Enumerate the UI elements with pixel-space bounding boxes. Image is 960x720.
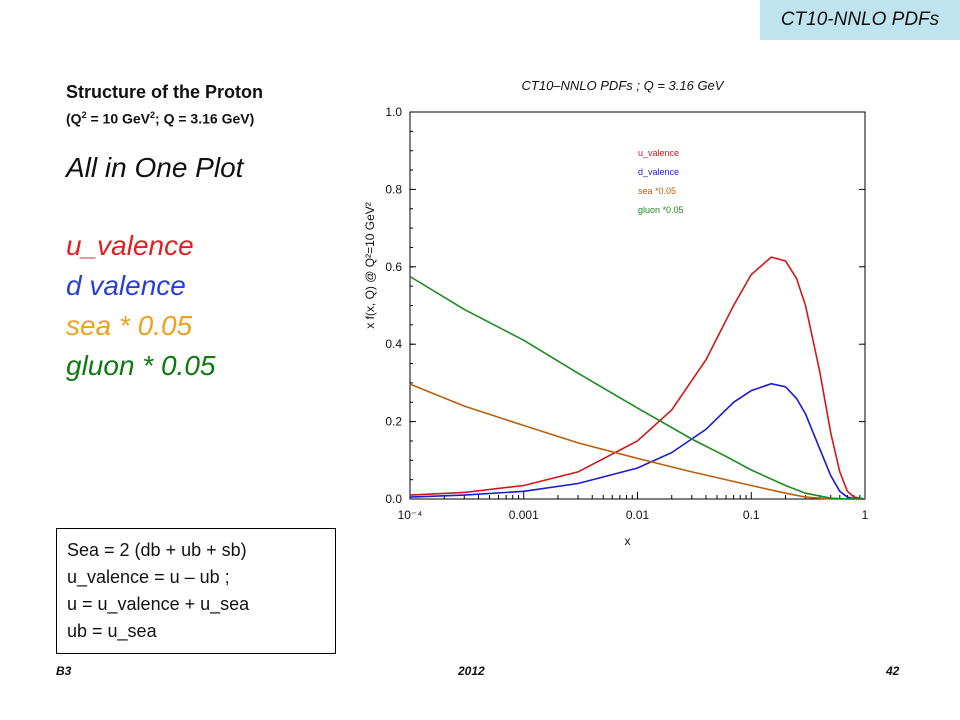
subtitle-mid: = 10 GeV — [86, 110, 151, 127]
legend-label-1: d_valence — [638, 167, 679, 177]
pdf-chart: CT10–NNLO PDFs ; Q = 3.16 GeV 0.0 0.2 0.4 0.… — [363, 78, 869, 548]
formula-line: u_valence = u – ub ; — [67, 567, 230, 587]
chart-title: CT10–NNLO PDFs ; Q = 3.16 GeV — [522, 78, 725, 93]
series-line-1 — [409, 382, 866, 500]
x-tick-label: 0.001 — [509, 508, 539, 522]
subtitle-post: ; Q = 3.16 GeV) — [155, 110, 255, 127]
x-tick-label: 0.1 — [743, 508, 760, 522]
header-badge: CT10-NNLO PDFs — [760, 0, 960, 40]
y-tick-label: 0.0 — [385, 492, 402, 506]
footer-right: 42 — [886, 664, 900, 678]
formula-line: u = u_valence + u_sea — [67, 594, 250, 614]
subtitle-sup-1: 2 — [81, 110, 87, 120]
footer-left: B3 — [56, 664, 72, 678]
page-title: Structure of the Proton — [66, 82, 263, 102]
legend-label-3: gluon *0.05 — [638, 205, 684, 215]
footer-center: 2012 — [458, 664, 485, 678]
legend-text-item-3: gluon * 0.05 — [66, 350, 216, 381]
legend-text-item-2: sea * 0.05 — [66, 310, 193, 341]
page-subtitle: (Q2 = 10 GeV2; Q = 3.16 GeV) — [66, 110, 254, 127]
legend-text-item-1: d valence — [66, 270, 186, 301]
y-tick-label: 0.6 — [385, 260, 402, 274]
series-line-3 — [409, 275, 865, 500]
y-tick-label: 0.4 — [385, 337, 402, 351]
y-tick-label: 1.0 — [385, 105, 402, 119]
subtitle-pre: (Q — [66, 110, 82, 127]
legend-label-0: u_valence — [638, 148, 679, 158]
legend-text-item-0: u_valence — [66, 230, 194, 261]
series-line-0 — [409, 256, 866, 500]
y-axis-label: x f(x, Q) @ Q²=10 GeV² — [363, 202, 377, 329]
legend-label-2: sea *0.05 — [638, 186, 676, 196]
series-line-2 — [409, 383, 865, 500]
y-tick-label: 0.2 — [385, 415, 402, 429]
formula-box: Sea = 2 (db + ub + sb) u_valence = u – u… — [56, 528, 336, 654]
x-tick-label: 10⁻⁴ — [398, 508, 423, 522]
formula-line: ub = u_sea — [67, 621, 157, 641]
x-axis-label: x — [625, 534, 631, 548]
x-tick-label: 1 — [862, 508, 869, 522]
x-tick-label: 0.01 — [626, 508, 650, 522]
formula-line: Sea = 2 (db + ub + sb) — [67, 540, 247, 560]
y-tick-label: 0.8 — [385, 182, 402, 196]
subtitle-sup-2: 2 — [150, 110, 156, 120]
section-heading: All in One Plot — [66, 152, 244, 183]
